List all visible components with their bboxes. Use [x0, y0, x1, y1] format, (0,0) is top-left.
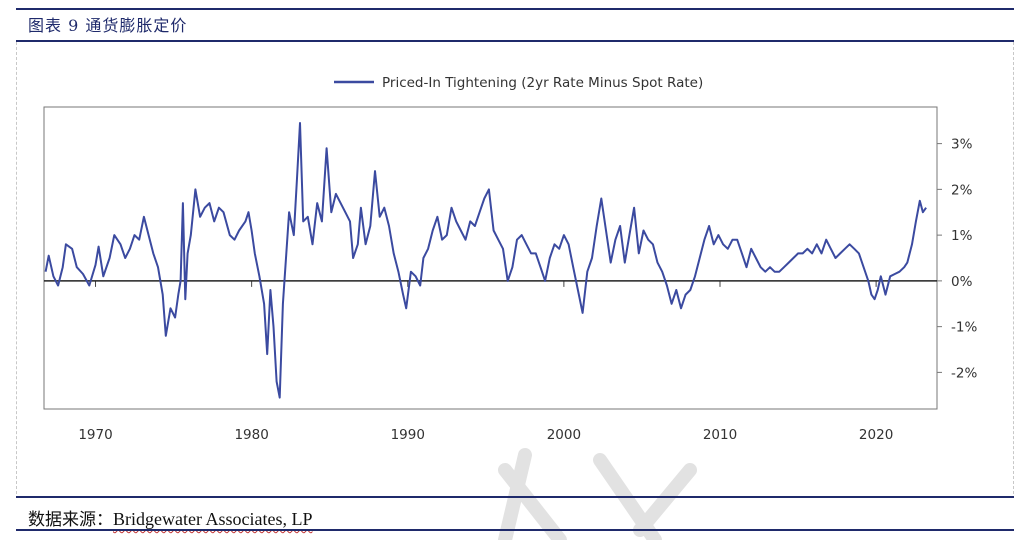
y-tick-label: -1%	[951, 320, 977, 336]
y-tick-label: 1%	[951, 228, 973, 244]
x-tick-label: 1970	[78, 427, 112, 443]
x-tick-label: 2020	[859, 427, 893, 443]
x-axis: 1970 1980 1990 2000 2010 2020	[78, 280, 893, 443]
y-axis: 3% 2% 1% 0% -1% -2%	[937, 137, 977, 381]
y-tick-label: -2%	[951, 365, 977, 381]
frame-border-left	[16, 42, 17, 494]
plot-frame	[43, 106, 938, 410]
top-rule	[16, 8, 1014, 10]
source-note: 数据来源：Bridgewater Associates, LP	[28, 505, 312, 530]
x-tick-label: 1980	[234, 427, 268, 443]
figure-title: 图表 9 通货膨胀定价	[28, 16, 188, 35]
y-tick-label: 2%	[951, 182, 973, 198]
y-tick-label: 3%	[951, 137, 973, 153]
x-tick-label: 1990	[391, 427, 425, 443]
source-label: 数据来源：	[28, 510, 113, 530]
footer-rule	[16, 529, 1014, 531]
source-organization: Bridgewater Associates, LP	[113, 509, 313, 529]
legend-label: Priced-In Tightening (2yr Rate Minus Spo…	[382, 75, 703, 91]
x-tick-label: 2010	[703, 427, 737, 443]
title-rule	[16, 40, 1014, 42]
frame-border-right	[1013, 42, 1014, 494]
chart-legend: Priced-In Tightening (2yr Rate Minus Spo…	[334, 75, 703, 91]
y-tick-label: 0%	[951, 274, 973, 290]
x-tick-label: 2000	[547, 427, 581, 443]
bottom-rule	[16, 496, 1014, 498]
series-line-priced-in-tightening	[44, 122, 927, 399]
